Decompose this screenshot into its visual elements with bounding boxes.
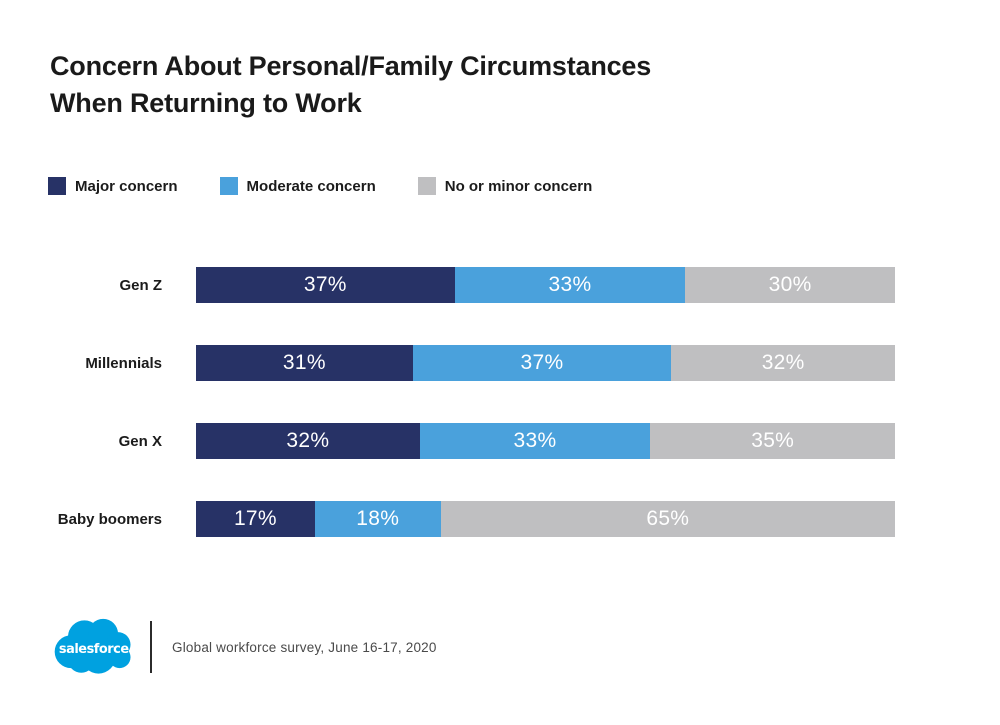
stacked-bar-chart: Gen Z 37% 33% 30% Millennials 31% 37% 32% Gen X 3… xyxy=(50,267,896,537)
bar-segment-no-or-minor-concern: 32% xyxy=(671,345,895,381)
bar-segment-major-concern: 37% xyxy=(196,267,455,303)
segment-value-label: 32% xyxy=(761,351,805,374)
segment-value-label: 17% xyxy=(233,507,277,530)
segment-value-label: 33% xyxy=(548,273,592,296)
segment-value-label: 32% xyxy=(286,429,330,452)
salesforce-logo-text: salesforce xyxy=(59,642,129,657)
bar-segment-no-or-minor-concern: 30% xyxy=(685,267,895,303)
bar-segment-major-concern: 17% xyxy=(196,501,315,537)
legend-label: No or minor concern xyxy=(444,177,593,195)
legend-swatch-major-concern xyxy=(48,177,66,195)
segment-value-label: 31% xyxy=(282,351,326,374)
bar-segment-no-or-minor-concern: 35% xyxy=(650,423,896,459)
chart-legend: Major concern Moderate concern No or minor… xyxy=(48,177,634,195)
bar-segment-no-or-minor-concern: 65% xyxy=(440,501,895,537)
stacked-bar: 37% 33% 30% xyxy=(196,267,895,303)
bar-segment-moderate-concern: 33% xyxy=(454,267,686,303)
chart-row-gen-z: Gen Z 37% 33% 30% xyxy=(50,267,895,303)
segment-value-label: 37% xyxy=(520,351,564,374)
salesforce-logo: salesforce xyxy=(54,618,131,674)
legend-label: Major concern xyxy=(75,177,178,195)
stacked-bar: 32% 33% 35% xyxy=(196,423,896,459)
chart-row-gen-x: Gen X 32% 33% 35% xyxy=(50,423,896,459)
segment-value-label: 35% xyxy=(751,429,795,452)
legend-swatch-moderate-concern xyxy=(219,177,238,195)
stacked-bar: 17% 18% 65% xyxy=(196,501,895,537)
chart-row-baby-boomers: Baby boomers 17% 18% 65% xyxy=(50,501,895,537)
footer: salesforce Global workforce survey, June… xyxy=(50,612,437,682)
page-title: Concern About Personal/Family Circumstan… xyxy=(50,48,651,122)
salesforce-cloud-icon xyxy=(54,618,131,674)
footer-divider xyxy=(150,621,152,673)
category-label: Gen Z xyxy=(119,276,162,294)
page-title-line1: Concern About Personal/Family Circumstan… xyxy=(50,51,652,81)
segment-value-label: 30% xyxy=(768,273,812,296)
legend-item-major-concern: Major concern xyxy=(48,177,178,195)
bar-segment-moderate-concern: 18% xyxy=(314,501,441,537)
source-text: Global workforce survey, June 16-17, 202… xyxy=(172,639,437,655)
legend-item-moderate-concern: Moderate concern xyxy=(219,177,376,195)
segment-value-label: 18% xyxy=(356,507,400,530)
bar-segment-major-concern: 32% xyxy=(196,423,420,459)
segment-value-label: 33% xyxy=(513,429,557,452)
legend-item-no-or-minor-concern: No or minor concern xyxy=(417,177,593,195)
legend-swatch-no-or-minor-concern xyxy=(417,177,436,195)
category-label: Gen X xyxy=(118,432,162,450)
stacked-bar: 31% 37% 32% xyxy=(196,345,895,381)
segment-value-label: 65% xyxy=(646,507,690,530)
legend-label: Moderate concern xyxy=(246,177,376,195)
segment-value-label: 37% xyxy=(303,273,347,296)
bar-segment-moderate-concern: 37% xyxy=(412,345,672,381)
page-title-line2: When Returning to Work xyxy=(50,88,362,118)
bar-segment-moderate-concern: 33% xyxy=(419,423,651,459)
category-label: Baby boomers xyxy=(57,510,162,528)
chart-row-millennials: Millennials 31% 37% 32% xyxy=(50,345,895,381)
category-label: Millennials xyxy=(85,354,162,372)
bar-segment-major-concern: 31% xyxy=(196,345,413,381)
